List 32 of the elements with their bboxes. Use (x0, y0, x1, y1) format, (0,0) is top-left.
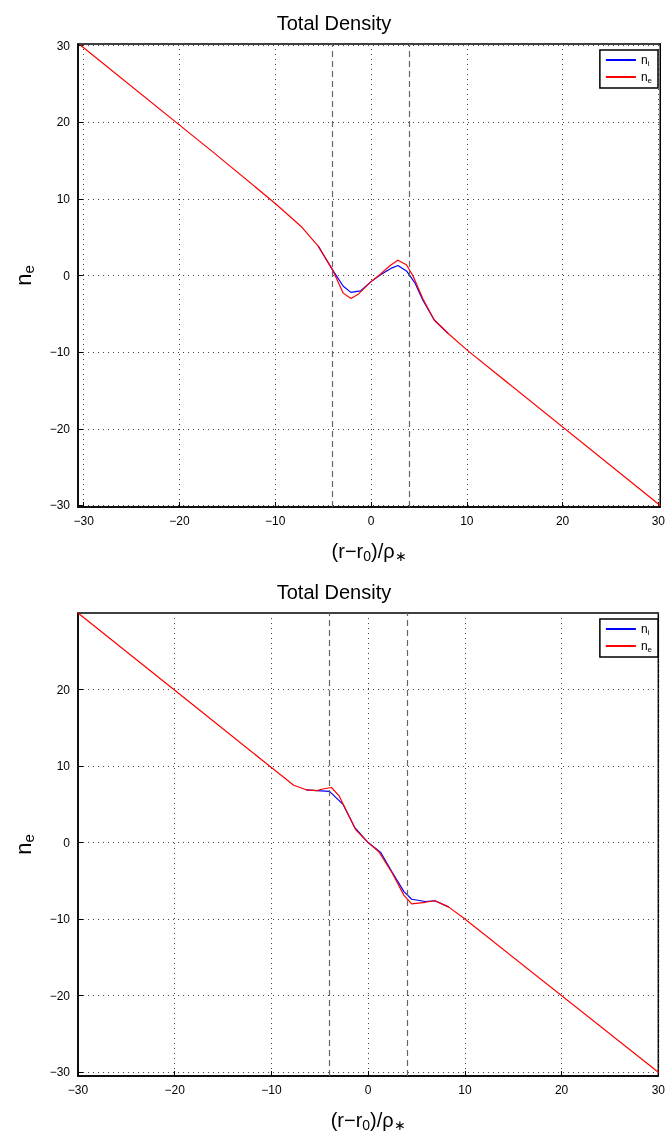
y-tick-label: 20 (56, 115, 71, 130)
x-tick-label: 30 (651, 1083, 666, 1097)
chart-title: Total Density (276, 12, 392, 34)
y-tick-label: −10 (49, 345, 71, 360)
line-series (77, 612, 659, 1073)
x-tick-label: 10 (460, 514, 474, 528)
y-tick-label: 10 (56, 759, 71, 774)
x-tick-label: −20 (164, 1083, 186, 1097)
x-tick-label: −10 (261, 1083, 282, 1097)
x-tick-label: 0 (367, 514, 375, 528)
line-series (80, 44, 661, 507)
y-tick-label: 0 (63, 268, 71, 283)
y-tick-label: −30 (49, 498, 71, 513)
x-tick-label: −30 (73, 514, 95, 528)
x-tick-label: −20 (169, 514, 191, 528)
y-tick-label: −20 (49, 421, 71, 436)
y-tick-label: −20 (49, 988, 71, 1003)
y-axis-title: ne (10, 834, 37, 855)
x-tick-label: 30 (651, 514, 666, 528)
y-tick-label: −10 (49, 912, 71, 927)
x-tick-label: 20 (554, 1083, 569, 1097)
chart-title: Total Density (276, 581, 392, 603)
x-tick-label: 0 (364, 1083, 372, 1097)
y-tick-label: 30 (56, 38, 71, 53)
y-tick-label: 10 (56, 191, 71, 206)
y-tick-label: 20 (56, 682, 71, 697)
x-tick-label: −10 (265, 514, 286, 528)
y-tick-label: −30 (49, 1065, 71, 1080)
x-tick-label: 10 (458, 1083, 472, 1097)
y-tick-label: 0 (63, 835, 71, 850)
x-tick-label: 20 (555, 514, 570, 528)
y-axis-title: ne (10, 265, 37, 286)
